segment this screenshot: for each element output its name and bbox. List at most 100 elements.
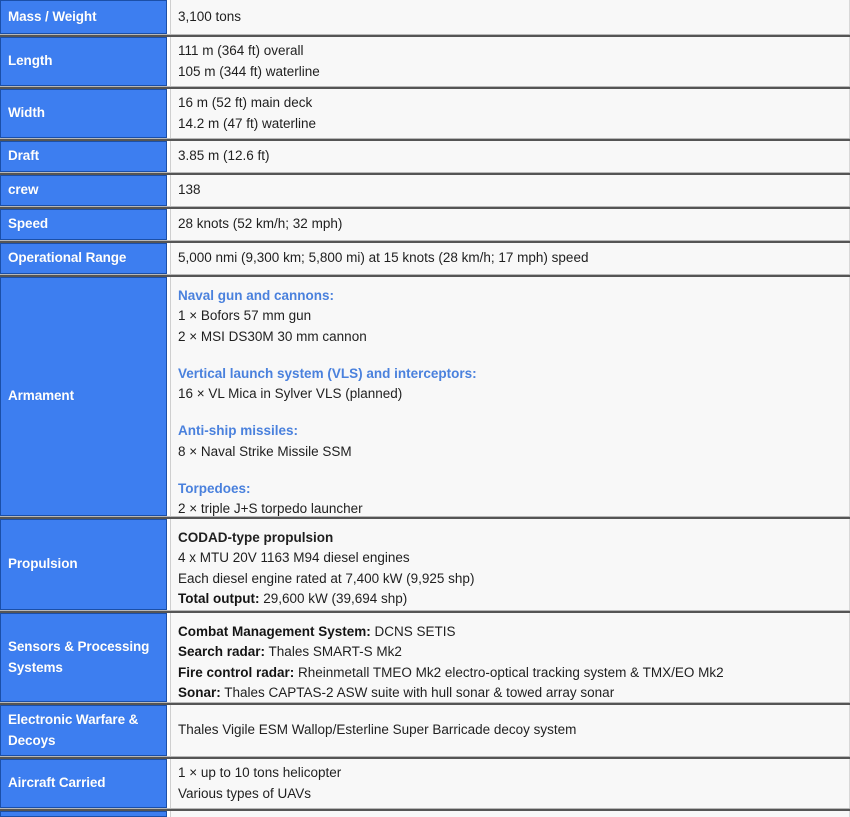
spec-value-line: 1 × up to 10 tons helicopter xyxy=(178,765,342,781)
table-row: Aircraft Carried 1 × up to 10 tons helico… xyxy=(0,757,850,809)
spec-label-text: Draft xyxy=(8,148,40,164)
spec-value-subheading: Vertical launch system (VLS) and interce… xyxy=(178,365,477,381)
spec-value-line: 3,100 tons xyxy=(178,8,242,24)
spec-value-lead: Combat Management System: xyxy=(178,624,371,639)
cell-divider xyxy=(167,175,170,206)
spec-value-cell: 28 knots (52 km/h; 32 mph) xyxy=(170,209,850,240)
spec-label-cell: crew xyxy=(0,175,167,206)
spec-value-cell: 138 xyxy=(170,175,850,206)
spec-value-line: 2 × triple J+S torpedo launcher xyxy=(178,501,363,516)
spec-value-detail: 29,600 kW (39,694 shp) xyxy=(259,590,408,606)
spec-value-line: Fire control radar: Rheinmetall TMEO Mk2… xyxy=(178,663,841,683)
cell-divider xyxy=(167,613,170,702)
spec-value-subheading: Naval gun and cannons: xyxy=(178,288,335,303)
spec-value-line: 105 m (344 ft) waterline xyxy=(178,63,320,79)
spec-value-cell: 3,100 tons xyxy=(170,0,850,34)
spec-value-line: Various types of UAVs xyxy=(178,785,312,801)
spec-value-line: 28 knots (52 km/h; 32 mph) xyxy=(178,216,343,232)
cell-divider xyxy=(167,811,170,817)
table-row: Length 111 m (364 ft) overall 105 m (344 f… xyxy=(0,35,850,87)
spec-value-line: Thales Vigile ESM Wallop/Esterline Super… xyxy=(178,722,577,738)
spec-value-line: Total output: 29,600 kW (39,694 shp) xyxy=(178,589,841,609)
spec-value-cell xyxy=(170,811,850,817)
spec-label-cell: Speed xyxy=(0,209,167,240)
spec-label-text: Length xyxy=(8,53,53,69)
cell-divider xyxy=(167,519,170,610)
spec-value-line: 14.2 m (47 ft) waterline xyxy=(178,115,317,131)
cell-divider xyxy=(167,277,170,516)
spec-value-cell: 3.85 m (12.6 ft) xyxy=(170,141,850,172)
spec-value-line: Combat Management System: DCNS SETIS xyxy=(178,622,841,642)
spec-value-detail: DCNS SETIS xyxy=(370,624,456,639)
spec-value-cell: Thales Vigile ESM Wallop/Esterline Super… xyxy=(170,705,850,756)
spec-value-lead: Fire control radar: xyxy=(178,664,295,680)
cell-divider xyxy=(167,37,170,86)
cell-divider xyxy=(167,209,170,240)
table-row: Electronic Warfare & Decoys Thales Vigile… xyxy=(0,703,850,757)
spec-value-line: 138 xyxy=(178,182,201,198)
spec-value-cell: Naval gun and cannons: 1 × Bofors 57 mm g… xyxy=(170,277,850,516)
table-row: Armament Naval gun and cannons: 1 × Bofors… xyxy=(0,275,850,517)
cell-divider xyxy=(167,243,170,274)
spec-label-text: Speed xyxy=(8,216,49,232)
cell-divider xyxy=(167,89,170,138)
spec-value-line: 16 × VL Mica in Sylver VLS (planned) xyxy=(178,386,403,401)
spec-value-line: Each diesel engine rated at 7,400 kW (9,… xyxy=(178,570,475,586)
spec-value-subheading: Torpedoes: xyxy=(178,480,251,496)
cell-divider xyxy=(167,759,170,808)
cell-divider xyxy=(167,0,170,34)
spec-value-cell: 5,000 nmi (9,300 km; 5,800 mi) at 15 kno… xyxy=(170,243,850,274)
spec-value-detail: Rheinmetall TMEO Mk2 electro-optical tra… xyxy=(294,664,724,680)
cell-divider xyxy=(167,141,170,172)
spec-label-text: crew xyxy=(8,182,39,198)
table-row: Draft 3.85 m (12.6 ft) xyxy=(0,139,850,173)
spec-label-cell: Length xyxy=(0,37,167,86)
spec-value-line: 8 × Naval Strike Missile SSM xyxy=(178,443,352,459)
table-row: Speed 28 knots (52 km/h; 32 mph) xyxy=(0,207,850,241)
spec-label-text: Propulsion xyxy=(8,556,78,572)
table-row: Width 16 m (52 ft) main deck 14.2 m (47 ft… xyxy=(0,87,850,139)
spec-label-text: Armament xyxy=(8,388,74,404)
spec-value-line: 1 × Bofors 57 mm gun xyxy=(178,308,312,324)
spec-value-cell: Combat Management System: DCNS SETIS Sear… xyxy=(170,613,850,702)
table-row: Operational Range 5,000 nmi (9,300 km; 5,… xyxy=(0,241,850,275)
spec-value-line: Sonar: Thales CAPTAS-2 ASW suite with hu… xyxy=(178,683,841,703)
spec-value-cell: 111 m (364 ft) overall 105 m (344 ft) wat… xyxy=(170,37,850,86)
spec-value-lead: Total output: xyxy=(178,590,260,606)
spec-label-cell: Armament xyxy=(0,277,167,516)
spec-value-cell: CODAD-type propulsion 4 x MTU 20V 1163 M9… xyxy=(170,519,850,610)
spec-label-text: Operational Range xyxy=(8,250,127,266)
table-row: Propulsion CODAD-type propulsion 4 x MTU 2… xyxy=(0,517,850,611)
spec-label-cell: Mass / Weight xyxy=(0,0,167,34)
spec-label-cell: Aircraft Carried xyxy=(0,759,167,808)
spec-label-text: Electronic Warfare & Decoys xyxy=(8,711,139,748)
spec-label-text: Width xyxy=(8,105,45,121)
spec-value-line: 111 m (364 ft) overall xyxy=(178,43,304,59)
spec-label-cell: Electronic Warfare & Decoys xyxy=(0,705,167,756)
cell-divider xyxy=(167,705,170,756)
spec-value-detail: Thales CAPTAS-2 ASW suite with hull sona… xyxy=(220,684,615,700)
spec-value-lead: Sonar: xyxy=(178,684,221,700)
spec-value-cell: 16 m (52 ft) main deck 14.2 m (47 ft) wat… xyxy=(170,89,850,138)
spec-value-cell: 1 × up to 10 tons helicopter Various type… xyxy=(170,759,850,808)
spec-label-text: Mass / Weight xyxy=(8,8,97,24)
spec-label-cell: Width xyxy=(0,89,167,138)
spec-value-lead: Search radar: xyxy=(178,644,266,660)
spec-label-cell: Sensors & Processing Systems xyxy=(0,613,167,702)
spec-value-line: 16 m (52 ft) main deck xyxy=(178,95,313,111)
spec-label-cell: Draft xyxy=(0,141,167,172)
table-row: Sensors & Processing Systems Combat Manag… xyxy=(0,611,850,703)
table-row: Mass / Weight 3,100 tons xyxy=(0,0,850,35)
spec-value-line: Search radar: Thales SMART-S Mk2 xyxy=(178,642,841,662)
spec-label-text: Aircraft Carried xyxy=(8,775,106,791)
spec-value-line: 3.85 m (12.6 ft) xyxy=(178,148,270,164)
spec-value-line: 5,000 nmi (9,300 km; 5,800 mi) at 15 kno… xyxy=(178,250,589,266)
spec-label-cell: Propulsion xyxy=(0,519,167,610)
spec-value-line: 2 × MSI DS30M 30 mm cannon xyxy=(178,328,367,344)
spec-label-text: Sensors & Processing Systems xyxy=(8,638,150,675)
spec-label-cell: Operational Range xyxy=(0,243,167,274)
table-row: crew 138 xyxy=(0,173,850,207)
spec-value-line: 4 x MTU 20V 1163 M94 diesel engines xyxy=(178,550,410,566)
spec-value-subheading: Anti-ship missiles: xyxy=(178,423,299,439)
